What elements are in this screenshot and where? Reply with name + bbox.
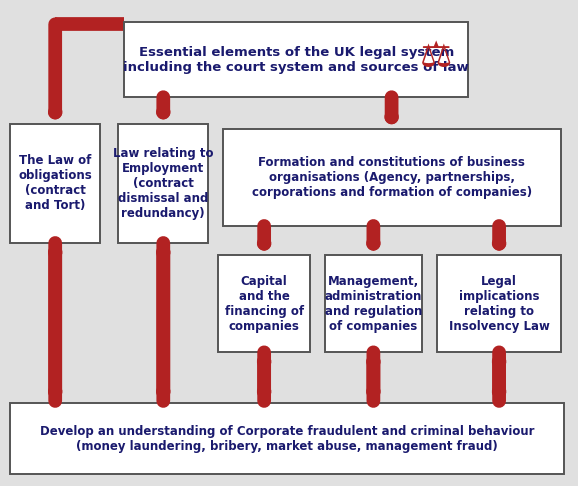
FancyBboxPatch shape: [10, 124, 100, 243]
FancyBboxPatch shape: [223, 129, 561, 226]
FancyBboxPatch shape: [124, 22, 468, 97]
Text: The Law of
obligations
(contract
and Tort): The Law of obligations (contract and Tor…: [18, 155, 92, 212]
Text: Capital
and the
financing of
companies: Capital and the financing of companies: [225, 275, 303, 333]
Text: Essential elements of the UK legal system
including the court system and sources: Essential elements of the UK legal syste…: [123, 46, 469, 73]
FancyBboxPatch shape: [218, 255, 310, 352]
FancyBboxPatch shape: [325, 255, 422, 352]
FancyBboxPatch shape: [10, 403, 564, 474]
Text: Develop an understanding of Corporate fraudulent and criminal behaviour
(money l: Develop an understanding of Corporate fr…: [40, 425, 535, 452]
Text: Law relating to
Employment
(contract
dismissal and
redundancy): Law relating to Employment (contract dis…: [113, 147, 213, 220]
FancyBboxPatch shape: [437, 255, 561, 352]
Text: ⚖: ⚖: [420, 40, 453, 74]
Text: Legal
implications
relating to
Insolvency Law: Legal implications relating to Insolvenc…: [449, 275, 550, 333]
FancyBboxPatch shape: [118, 124, 208, 243]
Text: Management,
administration
and regulation
of companies: Management, administration and regulatio…: [325, 275, 422, 333]
Text: Formation and constitutions of business
organisations (Agency, partnerships,
cor: Formation and constitutions of business …: [251, 156, 532, 199]
